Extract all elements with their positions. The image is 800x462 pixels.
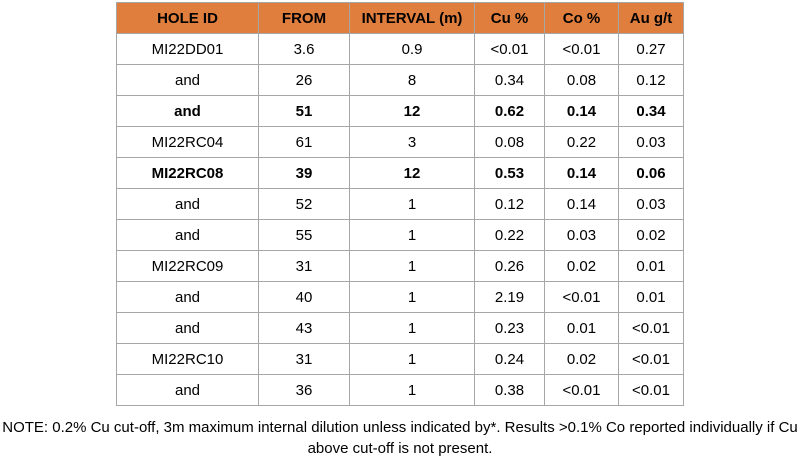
table-cell: <0.01 xyxy=(544,374,619,406)
table-cell: <0.01 xyxy=(618,374,684,406)
table-cell: 0.34 xyxy=(474,64,545,96)
table-cell: and xyxy=(116,219,259,251)
table-cell: 51 xyxy=(258,95,350,127)
table-cell: <0.01 xyxy=(618,312,684,344)
table-cell: 0.9 xyxy=(349,33,475,65)
table-cell: 0.14 xyxy=(544,95,619,127)
column-header: HOLE ID xyxy=(116,2,259,34)
table-cell: 0.34 xyxy=(618,95,684,127)
column-header: Au g/t xyxy=(618,2,684,34)
table-cell: 0.27 xyxy=(618,33,684,65)
table-cell: 1 xyxy=(349,312,475,344)
table-cell: 8 xyxy=(349,64,475,96)
table-cell: MI22RC04 xyxy=(116,126,259,158)
table-cell: 0.03 xyxy=(544,219,619,251)
table-cell: 0.01 xyxy=(618,250,684,282)
table-cell: MI22RC09 xyxy=(116,250,259,282)
table-row: MI22RC04 61 3 0.08 0.22 0.03 xyxy=(116,126,684,158)
column-header: FROM xyxy=(258,2,350,34)
table-row: and 40 1 2.19 <0.01 0.01 xyxy=(116,281,684,313)
table-row: MI22RC08 39 12 0.53 0.14 0.06 xyxy=(116,157,684,189)
table-row: and 26 8 0.34 0.08 0.12 xyxy=(116,64,684,96)
table-cell: 0.08 xyxy=(544,64,619,96)
table-cell: 0.14 xyxy=(544,157,619,189)
table-cell: 43 xyxy=(258,312,350,344)
table-cell: <0.01 xyxy=(618,343,684,375)
table-cell: 1 xyxy=(349,250,475,282)
table-cell: 0.08 xyxy=(474,126,545,158)
table-cell: and xyxy=(116,281,259,313)
table-cell: 31 xyxy=(258,250,350,282)
table-cell: and xyxy=(116,95,259,127)
table-cell: 0.02 xyxy=(618,219,684,251)
table-cell: 31 xyxy=(258,343,350,375)
table-cell: 1 xyxy=(349,219,475,251)
table-cell: 52 xyxy=(258,188,350,220)
footnote-line-2: above cut-off is not present. xyxy=(307,440,493,457)
table-cell: 12 xyxy=(349,157,475,189)
table-cell: and xyxy=(116,374,259,406)
table-row: and 36 1 0.38 <0.01 <0.01 xyxy=(116,374,684,406)
table-cell: and xyxy=(116,64,259,96)
table-cell: 1 xyxy=(349,281,475,313)
table-cell: MI22DD01 xyxy=(116,33,259,65)
table-cell: 0.02 xyxy=(544,250,619,282)
column-header: INTERVAL (m) xyxy=(349,2,475,34)
table-cell: MI22RC08 xyxy=(116,157,259,189)
table-cell: 12 xyxy=(349,95,475,127)
footnote-line-1: NOTE: 0.2% Cu cut-off, 3m maximum intern… xyxy=(2,419,798,436)
table-cell: 61 xyxy=(258,126,350,158)
table-cell: 0.02 xyxy=(544,343,619,375)
table-cell: and xyxy=(116,188,259,220)
column-header: Cu % xyxy=(474,2,545,34)
table-cell: 0.12 xyxy=(618,64,684,96)
table-cell: 36 xyxy=(258,374,350,406)
table-row: MI22RC09 31 1 0.26 0.02 0.01 xyxy=(116,250,684,282)
table-row: and 52 1 0.12 0.14 0.03 xyxy=(116,188,684,220)
table-cell: <0.01 xyxy=(544,281,619,313)
header-row: HOLE ID FROM INTERVAL (m) Cu % Co % Au g/t xyxy=(116,2,684,34)
table-row: and 51 12 0.62 0.14 0.34 xyxy=(116,95,684,127)
table-cell: 3 xyxy=(349,126,475,158)
table-cell: <0.01 xyxy=(474,33,545,65)
table-cell: 3.6 xyxy=(258,33,350,65)
table-cell: 0.22 xyxy=(544,126,619,158)
table-body: MI22DD01 3.6 0.9 <0.01 <0.01 0.27 and 26 8 0.34 0.… xyxy=(116,33,684,406)
table-cell: 26 xyxy=(258,64,350,96)
table-cell: 0.01 xyxy=(544,312,619,344)
table-cell: 0.12 xyxy=(474,188,545,220)
table-cell: 39 xyxy=(258,157,350,189)
table-cell: 0.22 xyxy=(474,219,545,251)
table-cell: 2.19 xyxy=(474,281,545,313)
table-cell: 0.24 xyxy=(474,343,545,375)
table-cell: 0.01 xyxy=(618,281,684,313)
table-row: and 43 1 0.23 0.01 <0.01 xyxy=(116,312,684,344)
table-cell: 0.62 xyxy=(474,95,545,127)
table-cell: 0.53 xyxy=(474,157,545,189)
table-header: HOLE ID FROM INTERVAL (m) Cu % Co % Au g/t xyxy=(116,2,684,34)
table-cell: 0.14 xyxy=(544,188,619,220)
column-header: Co % xyxy=(544,2,619,34)
table-cell: and xyxy=(116,312,259,344)
table-cell: 55 xyxy=(258,219,350,251)
table-cell: 0.03 xyxy=(618,188,684,220)
table-cell: 0.06 xyxy=(618,157,684,189)
table-cell: 1 xyxy=(349,343,475,375)
drill-results-table: HOLE ID FROM INTERVAL (m) Cu % Co % Au g/t MI… xyxy=(116,2,684,406)
footnote: NOTE: 0.2% Cu cut-off, 3m maximum intern… xyxy=(0,417,800,459)
table-row: MI22DD01 3.6 0.9 <0.01 <0.01 0.27 xyxy=(116,33,684,65)
table-cell: 0.03 xyxy=(618,126,684,158)
table-cell: 0.38 xyxy=(474,374,545,406)
table-cell: 40 xyxy=(258,281,350,313)
table-cell: <0.01 xyxy=(544,33,619,65)
table-cell: MI22RC10 xyxy=(116,343,259,375)
table-row: MI22RC10 31 1 0.24 0.02 <0.01 xyxy=(116,343,684,375)
table-cell: 0.26 xyxy=(474,250,545,282)
table-cell: 1 xyxy=(349,374,475,406)
table-cell: 1 xyxy=(349,188,475,220)
table-row: and 55 1 0.22 0.03 0.02 xyxy=(116,219,684,251)
table-cell: 0.23 xyxy=(474,312,545,344)
